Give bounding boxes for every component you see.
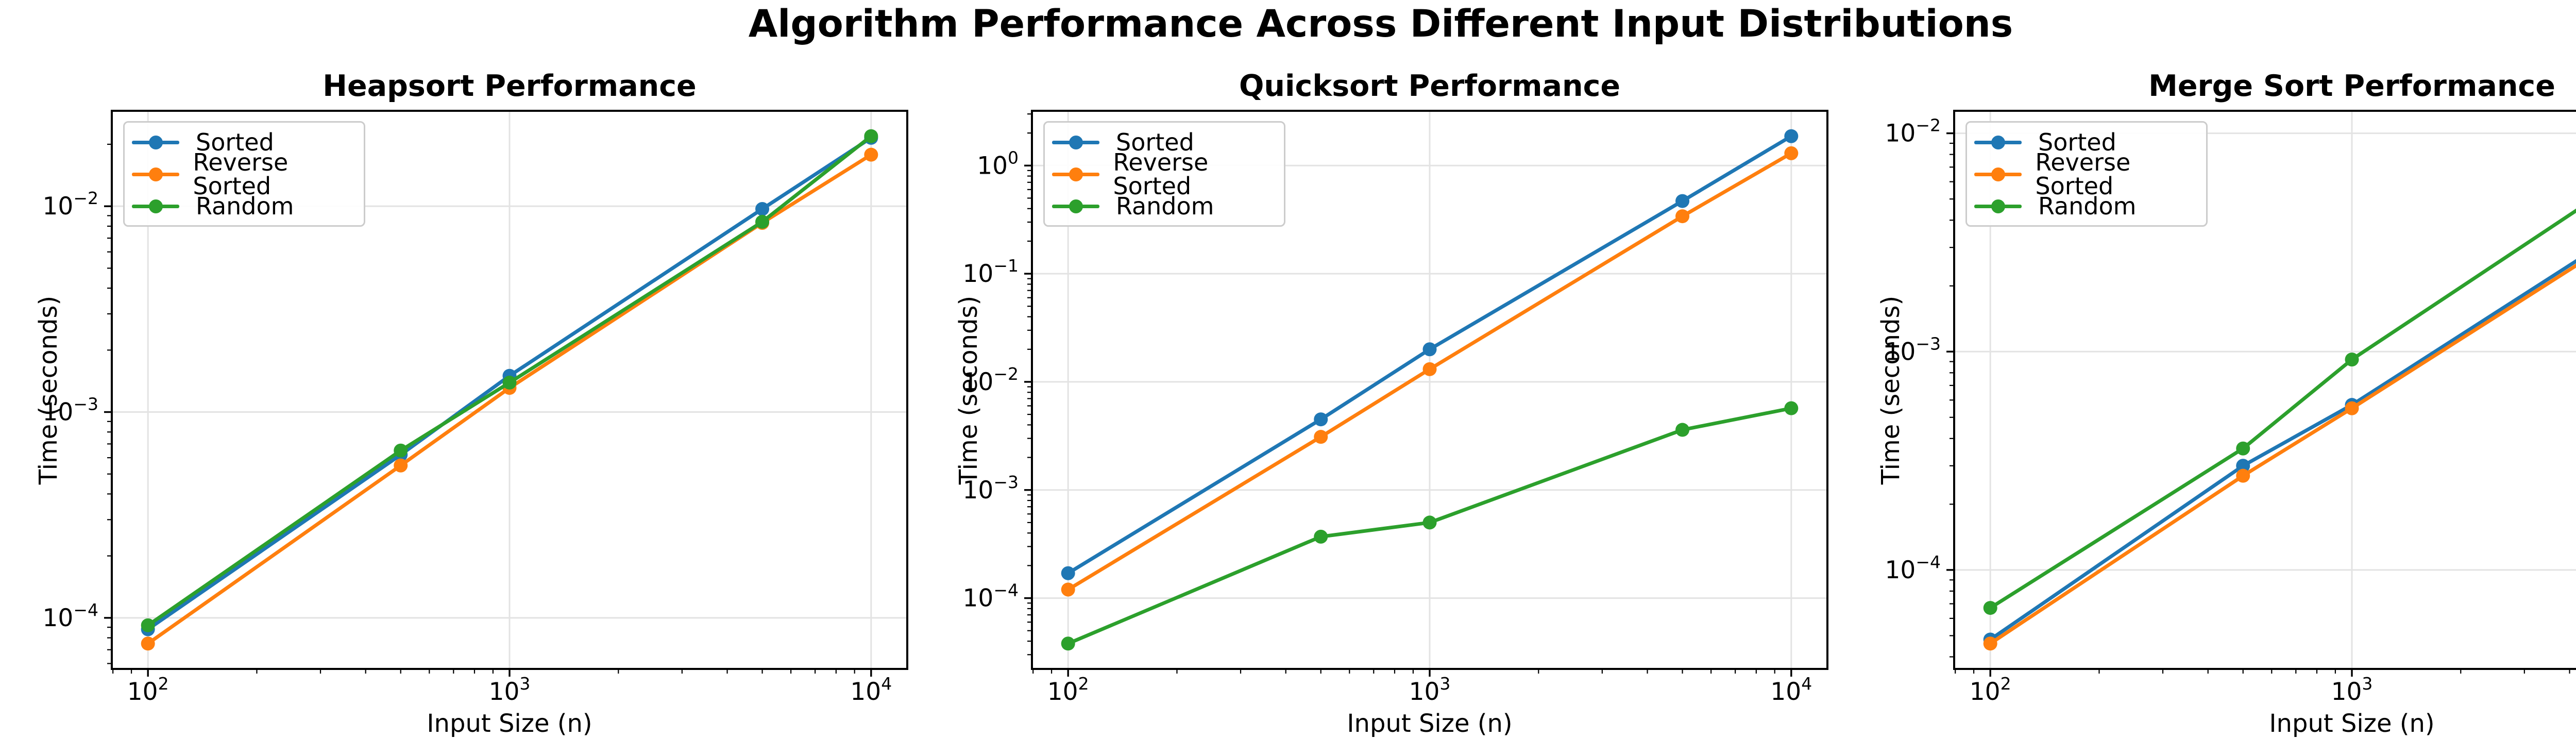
y-axis-label: Time (seconds) (34, 295, 63, 485)
data-point-reverse-sorted (1675, 209, 1690, 224)
y-tick-label: 10−1 (963, 256, 1019, 288)
data-point-sorted (2236, 459, 2250, 473)
data-point-random (1983, 601, 1997, 615)
x-tick-label: 104 (850, 674, 892, 706)
subplot-title-heapsort: Heapsort Performance (323, 69, 697, 103)
x-tick-label: 103 (2331, 674, 2373, 706)
data-point-random (394, 443, 408, 458)
legend-label: Reverse Sorted (193, 148, 289, 200)
data-point-reverse-sorted (1983, 636, 1997, 651)
data-point-random (1422, 515, 1437, 530)
data-point-sorted (755, 202, 770, 216)
legend-line-marker-icon (130, 163, 179, 185)
data-point-sorted (1061, 566, 1075, 580)
legend-label: Reverse Sorted (2035, 148, 2131, 200)
series-line-sorted (1988, 259, 2576, 642)
data-point-random (1675, 423, 1690, 437)
legend-line-marker-icon (1972, 195, 2024, 217)
legend-label: Sorted (196, 128, 274, 156)
legend-entry: Sorted (125, 126, 364, 158)
legend-entry: Random (1045, 190, 1284, 222)
legend: Sorted Reverse Sorted Random (123, 121, 365, 227)
legend-line-marker-icon (1050, 131, 1101, 153)
x-tick-label: 102 (127, 674, 169, 706)
data-point-reverse-sorted (1422, 362, 1437, 376)
data-point-random (755, 214, 770, 229)
legend-label: Sorted (2038, 128, 2116, 156)
y-axis-label: Time (seconds) (954, 295, 983, 485)
x-tick-label: 103 (1409, 674, 1451, 706)
data-point-random (1314, 529, 1328, 544)
data-point-reverse-sorted (2345, 401, 2359, 415)
data-point-reverse-sorted (394, 458, 408, 473)
subplot-title-quicksort: Quicksort Performance (1239, 69, 1621, 103)
x-tick-label: 102 (1047, 674, 1089, 706)
legend-entry: Reverse Sorted (125, 150, 364, 198)
legend-line-marker-icon (130, 131, 181, 153)
data-point-sorted (1675, 194, 1690, 208)
x-tick-label: 102 (1970, 674, 2011, 706)
data-point-random (502, 375, 517, 390)
series-line-reverse-sorted (1988, 263, 2576, 646)
legend-entry: Reverse Sorted (1967, 150, 2206, 198)
y-tick-label: 10−2 (43, 188, 98, 221)
subplot-title-mergesort: Merge Sort Performance (2148, 69, 2555, 103)
data-point-reverse-sorted (864, 147, 878, 162)
y-axis-label: Time (seconds) (1876, 295, 1905, 485)
data-point-reverse-sorted (141, 636, 155, 651)
legend-label: Random (2038, 192, 2137, 220)
data-point-random (2236, 441, 2250, 456)
data-point-sorted (1784, 129, 1799, 143)
legend: Sorted Reverse Sorted Random (1043, 121, 1285, 227)
legend-line-marker-icon (1050, 195, 1101, 217)
x-axis-label: Input Size (n) (1347, 709, 1513, 738)
legend-line-marker-icon (130, 195, 181, 217)
legend-line-marker-icon (1050, 163, 1099, 185)
legend-entry: Sorted (1045, 126, 1284, 158)
x-axis-label: Input Size (n) (2269, 709, 2435, 738)
data-point-reverse-sorted (1314, 430, 1328, 444)
legend-label: Reverse Sorted (1113, 148, 1209, 200)
x-tick-label: 104 (1770, 674, 1812, 706)
legend-label: Sorted (1116, 128, 1194, 156)
data-point-sorted (1422, 342, 1437, 357)
y-tick-label: 100 (977, 147, 1019, 180)
data-point-random (2345, 353, 2359, 367)
data-point-random (1061, 636, 1075, 651)
x-axis-label: Input Size (n) (427, 709, 592, 738)
legend-entry: Reverse Sorted (1045, 150, 1284, 198)
data-point-sorted (1314, 412, 1328, 427)
legend-line-marker-icon (1972, 131, 2024, 153)
data-point-reverse-sorted (1061, 582, 1075, 597)
figure-title: Algorithm Performance Across Different I… (748, 2, 2013, 46)
legend-label: Random (196, 192, 294, 220)
data-point-reverse-sorted (2236, 468, 2250, 483)
data-point-random (1784, 401, 1799, 415)
legend-entry: Sorted (1967, 126, 2206, 158)
legend-label: Random (1116, 192, 1214, 220)
data-point-reverse-sorted (1784, 146, 1799, 160)
legend-entry: Random (125, 190, 364, 222)
y-tick-label: 10−2 (1885, 115, 1941, 148)
legend-line-marker-icon (1972, 163, 2022, 185)
legend: Sorted Reverse Sorted Random (1965, 121, 2208, 227)
y-tick-label: 10−4 (1885, 552, 1941, 584)
data-point-random (864, 129, 878, 143)
x-tick-label: 103 (489, 674, 531, 706)
y-tick-label: 10−4 (963, 580, 1019, 613)
y-tick-label: 10−4 (43, 600, 98, 632)
data-point-random (141, 618, 155, 632)
legend-entry: Random (1967, 190, 2206, 222)
